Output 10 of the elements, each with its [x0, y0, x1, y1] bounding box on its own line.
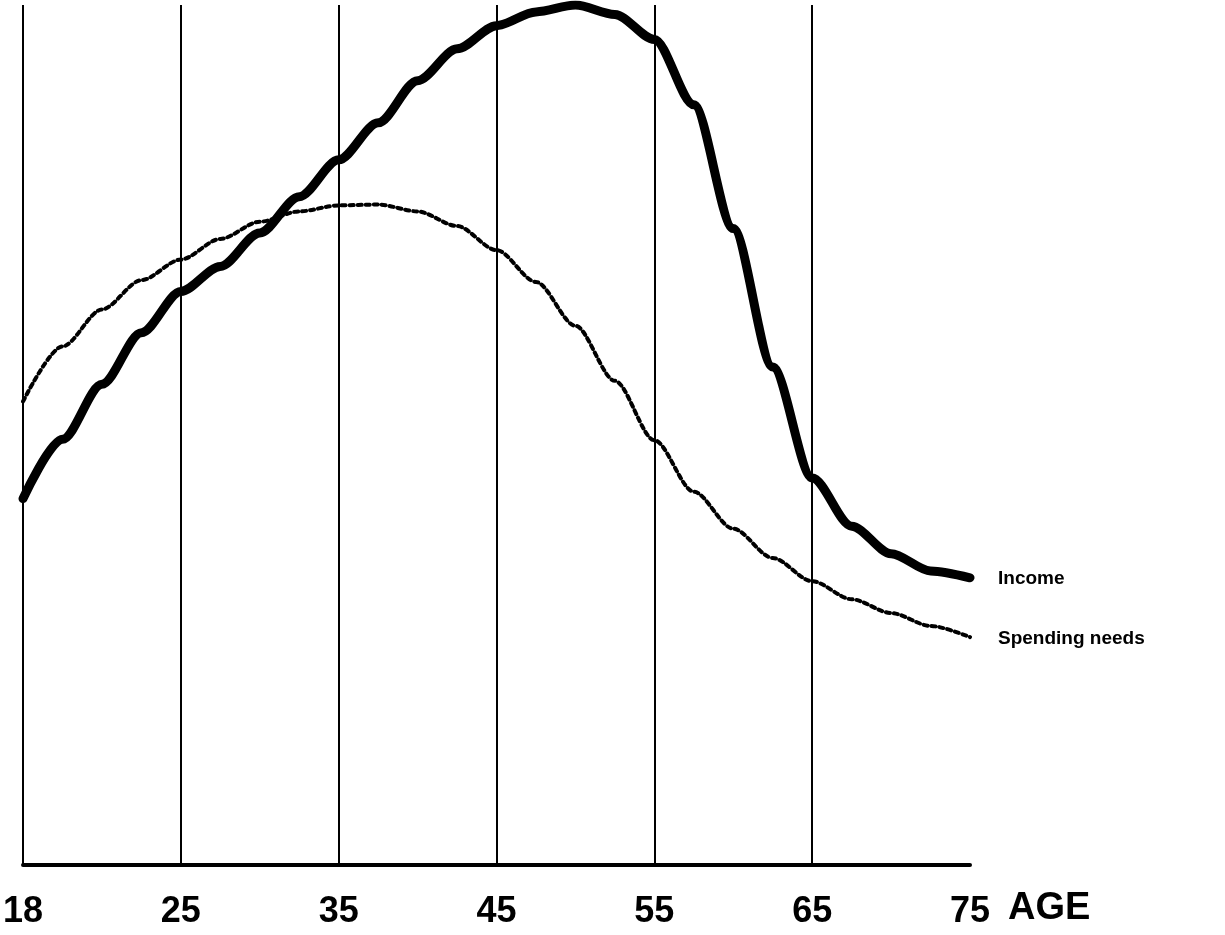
x-tick-label: 65: [792, 888, 833, 930]
x-axis-title: AGE: [1008, 885, 1091, 927]
series-label: Spending needs: [998, 626, 1145, 648]
x-tick-label: 55: [634, 888, 675, 930]
x-tick-label: 35: [318, 888, 359, 930]
x-tick-label: 18: [3, 888, 44, 930]
x-tick-label: 75: [949, 888, 991, 930]
x-tick-label: 45: [476, 888, 517, 930]
series-label: Income: [998, 567, 1065, 589]
x-tick-label: 25: [160, 888, 201, 930]
